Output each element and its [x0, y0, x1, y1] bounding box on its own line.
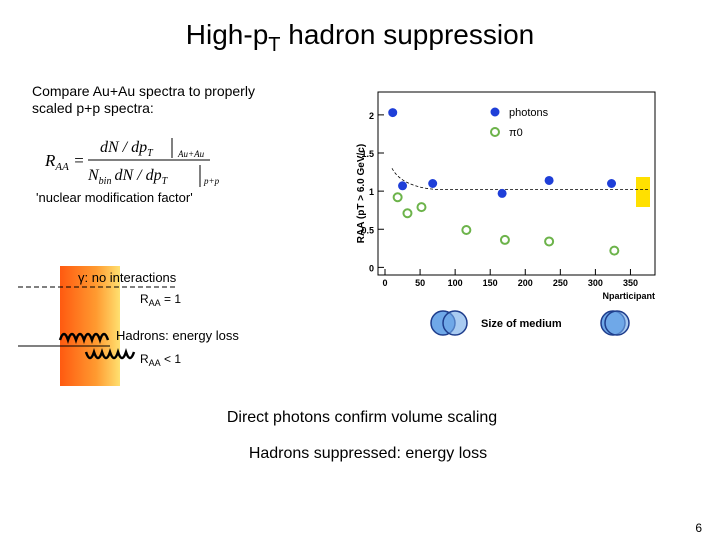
- x-tick-label: 300: [588, 278, 603, 288]
- page-number: 6: [695, 521, 702, 535]
- y-tick-label: 0.5: [361, 225, 374, 235]
- x-tick-label: 50: [415, 278, 425, 288]
- formula-part: AA: [54, 161, 69, 173]
- formula-part: dN / dp: [100, 139, 147, 156]
- formula-part: dN / dp: [114, 167, 161, 184]
- title-sub: T: [268, 34, 280, 56]
- diagram-label: AA: [149, 298, 161, 308]
- data-point: [499, 234, 510, 245]
- plot-frame: [377, 91, 656, 276]
- intro-line: scaled p+p spectra:: [32, 100, 154, 116]
- title-text: hadron suppression: [280, 19, 534, 50]
- formula-part: T: [147, 148, 154, 159]
- data-point: [544, 236, 555, 247]
- diagram-label: γ: no interactions: [78, 270, 177, 285]
- formula: RAA = dN / dpT Au+Au Nbin dN / dpT p+p: [44, 138, 220, 187]
- y-tick-label: 1: [369, 187, 374, 197]
- diagram-label: Size of medium: [481, 318, 562, 330]
- legend-label: π0: [509, 127, 523, 139]
- x-tick-label: 150: [483, 278, 498, 288]
- formula-part: bin: [99, 176, 112, 187]
- x-tick-label: 250: [553, 278, 568, 288]
- legend-marker: [490, 127, 500, 137]
- overlap-small: [430, 310, 468, 336]
- conclusion: Direct photons confirm volume scaling: [227, 409, 497, 426]
- y-tick-label: 0: [369, 263, 374, 273]
- formula-part: Nbin dN / dpT: [87, 167, 169, 187]
- chart: 0 0.5 1 1.5 2 0 50 100 150 200 250 300 350 RAA (pT > …: [356, 91, 656, 301]
- overlap-large: [600, 310, 630, 336]
- data-point: [398, 181, 408, 191]
- formula-part: R: [44, 151, 56, 170]
- x-tick-label: 100: [448, 278, 463, 288]
- diagram-label: AA: [149, 358, 161, 368]
- diagram-label: R: [140, 352, 149, 366]
- formula-part: dN / dpT: [100, 139, 154, 159]
- formula-part: p+p: [203, 176, 220, 186]
- diagram-label: RAA = 1: [140, 292, 181, 308]
- data-point: [497, 188, 507, 198]
- medium: [60, 266, 120, 386]
- legend-marker: [490, 107, 500, 117]
- x-tick-label: 200: [518, 278, 533, 288]
- conclusion: Hadrons suppressed: energy loss: [249, 445, 487, 462]
- data-point: [607, 179, 617, 188]
- data-point: [609, 245, 620, 256]
- diagram-label: < 1: [161, 352, 182, 366]
- intro-line: Compare Au+Au spectra to properly: [32, 83, 255, 99]
- data-point: [461, 225, 472, 236]
- diagram-label: Hadrons: energy loss: [116, 328, 239, 343]
- highlight-box: [636, 177, 650, 207]
- data-point: [392, 192, 403, 203]
- formula-caption: 'nuclear modification factor': [36, 190, 193, 205]
- diagram-label: = 1: [161, 292, 182, 306]
- formula-part: N: [87, 167, 100, 184]
- reference-curve: [391, 168, 650, 190]
- y-axis-label: RAA (pT > 6.0 GeV/c): [356, 144, 367, 243]
- x-axis-label: Nparticipant: [602, 291, 655, 301]
- legend-label: photons: [509, 107, 549, 119]
- y-tick-label: 1.5: [361, 149, 374, 159]
- title-text: High-p: [186, 19, 268, 50]
- diagram-label: R: [140, 292, 149, 306]
- gluon-wave: [84, 348, 136, 360]
- data-point: [544, 175, 554, 185]
- data-point: [388, 108, 398, 118]
- slide-title: High-pT hadron suppression: [186, 19, 534, 56]
- formula-part: RAA =: [44, 151, 85, 173]
- x-tick-label: 350: [623, 278, 638, 288]
- gluon-wave: [58, 332, 110, 344]
- data-point: [402, 208, 413, 219]
- data-point: [416, 202, 427, 213]
- data-point: [428, 179, 438, 188]
- y-tick-label: 2: [369, 111, 374, 121]
- diagram-label: RAA < 1: [140, 352, 181, 368]
- x-tick-label: 0: [383, 278, 388, 288]
- formula-part: T: [162, 176, 169, 187]
- formula-part: Au+Au: [177, 149, 205, 159]
